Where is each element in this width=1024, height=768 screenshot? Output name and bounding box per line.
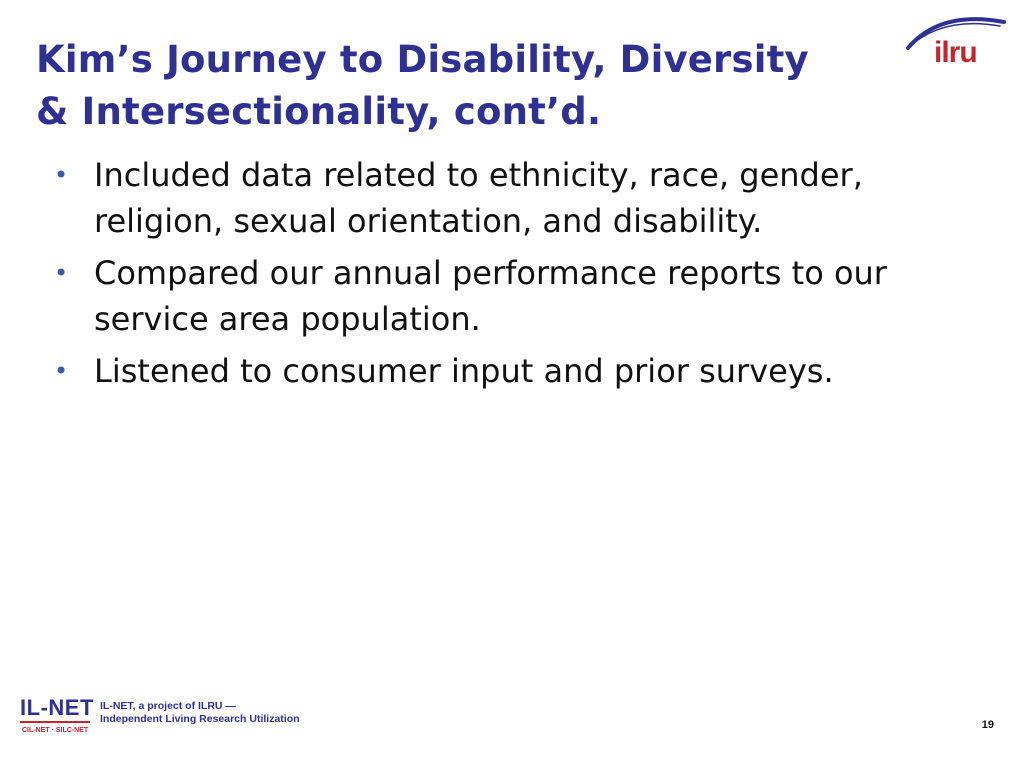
footer-tagline-line-2: Independent Living Research Utilization (100, 713, 300, 725)
slide-title-line-1: Kim’s Journey to Disability, Diversity (36, 38, 809, 81)
bullet-item: • Compared our annual performance report… (52, 250, 992, 342)
bullet-text: Included data related to ethnicity, race… (94, 156, 863, 240)
page-number: 19 (981, 719, 994, 731)
bullet-item: • Included data related to ethnicity, ra… (52, 152, 992, 244)
bullet-dot: • (54, 161, 69, 189)
slide-title-line-2: & Intersectionality, cont’d. (36, 90, 602, 133)
ilru-logo-text: ilru (934, 36, 977, 69)
ilnet-sub-brand: CIL-NET · SILC-NET (22, 727, 89, 734)
ilru-logo: ilru (900, 8, 1010, 70)
ilnet-underline (20, 721, 90, 723)
bullet-item: • Listened to consumer input and prior s… (52, 348, 992, 394)
footer-tagline: IL-NET, a project of ILRU — Independent … (100, 700, 300, 726)
bullet-text: Listened to consumer input and prior sur… (94, 352, 834, 390)
bullet-text: Compared our annual performance reports … (94, 254, 887, 338)
bullet-dot: • (54, 357, 69, 385)
footer-logo: IL-NET CIL-NET · SILC-NET IL-NET, a proj… (20, 696, 320, 742)
bullet-dot: • (54, 259, 69, 287)
slide-title: Kim’s Journey to Disability, Diversity &… (36, 34, 896, 138)
ilru-logo-icon: ilru (906, 17, 1006, 69)
footer-tagline-line-1: IL-NET, a project of ILRU — (100, 700, 236, 712)
ilnet-wordmark: IL-NET (20, 695, 94, 720)
bullet-list: • Included data related to ethnicity, ra… (52, 152, 992, 400)
